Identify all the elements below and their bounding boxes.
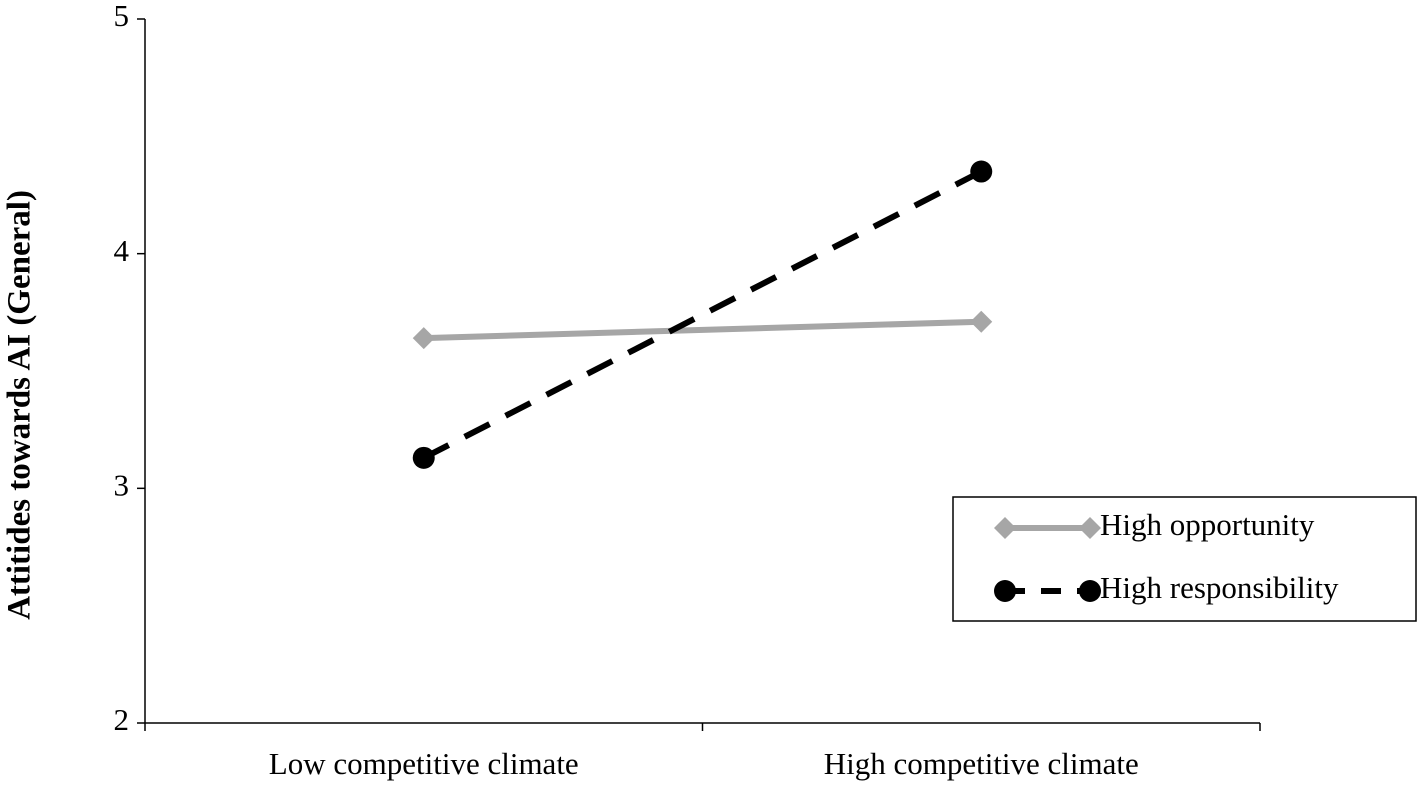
y-tick-label: 3	[114, 467, 130, 502]
data-point	[970, 160, 993, 183]
legend-label: High opportunity	[1100, 507, 1315, 542]
x-tick-label: High competitive climate	[824, 746, 1139, 781]
legend-label: High responsibility	[1100, 570, 1339, 605]
data-point	[412, 446, 435, 469]
y-tick-label: 5	[114, 0, 130, 33]
data-point	[970, 310, 993, 333]
y-tick-label: 4	[114, 233, 130, 268]
legend-marker	[1079, 580, 1101, 602]
data-point	[412, 327, 435, 350]
series-line	[422, 168, 983, 461]
legend-marker	[994, 580, 1016, 602]
legend-marker	[1079, 517, 1101, 539]
y-tick-label: 2	[114, 702, 130, 737]
x-tick-label: Low competitive climate	[269, 746, 579, 781]
legend-box	[952, 496, 1417, 622]
legend-marker	[994, 517, 1016, 539]
y-axis-label: Attitides towards AI (General)	[2, 190, 38, 620]
series-line	[423, 318, 982, 342]
